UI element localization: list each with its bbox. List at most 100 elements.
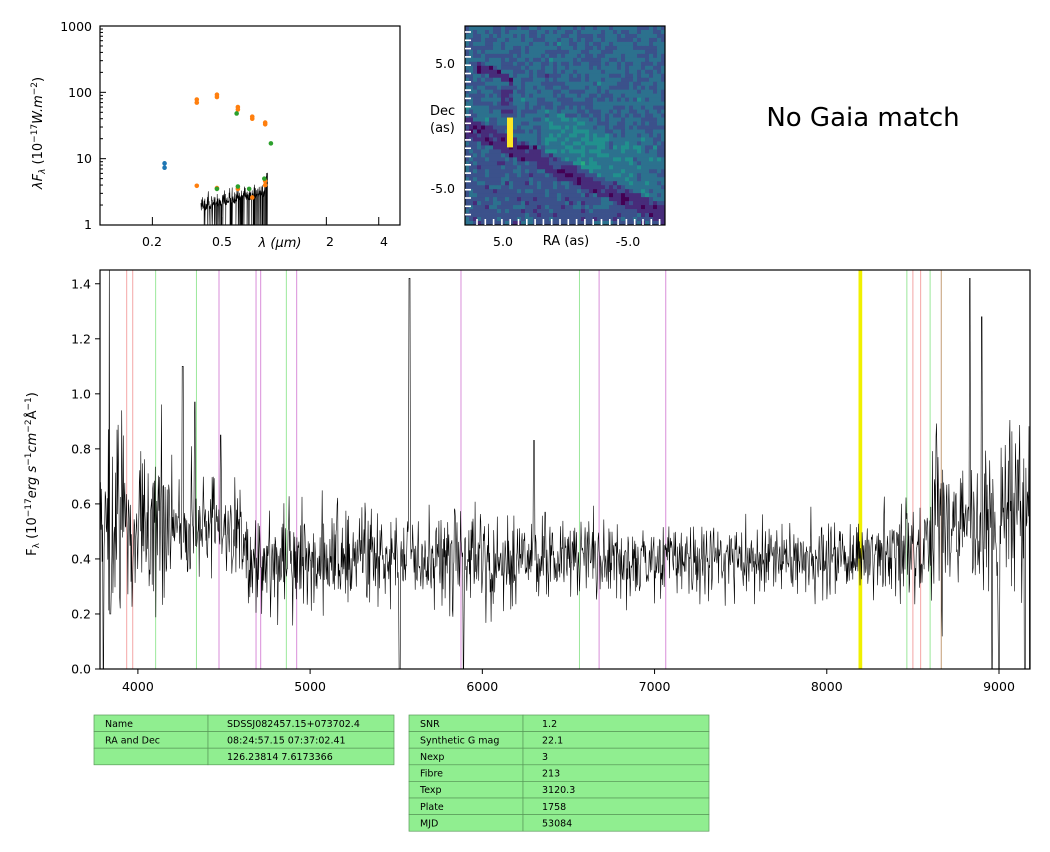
cutout-pixel bbox=[597, 189, 602, 194]
cutout-pixel bbox=[509, 113, 514, 118]
cutout-pixel bbox=[581, 173, 586, 178]
cutout-pixel bbox=[473, 37, 478, 43]
cutout-pixel bbox=[481, 125, 486, 130]
cutout-pixel bbox=[481, 109, 486, 114]
cutout-pixel bbox=[653, 113, 658, 118]
cutout-pixel bbox=[609, 41, 614, 47]
cutout-pixel bbox=[605, 177, 610, 182]
cutout-pixel bbox=[657, 73, 662, 79]
cutout-pixel bbox=[509, 97, 514, 103]
cutout-pixel bbox=[497, 153, 502, 158]
cutout-pixel bbox=[497, 141, 502, 146]
cutout-pixel bbox=[477, 93, 482, 99]
cutout-pixel bbox=[549, 109, 554, 114]
cutout-pixel bbox=[633, 137, 638, 142]
cutout-pixel bbox=[593, 137, 598, 142]
cutout-pixel bbox=[661, 213, 666, 218]
cutout-pixel bbox=[533, 145, 538, 150]
cutout-pixel bbox=[589, 221, 594, 226]
cutout-pixel bbox=[473, 57, 478, 63]
cutout-pixel bbox=[573, 193, 578, 198]
cutout-pixel bbox=[657, 69, 662, 75]
cutout-pixel bbox=[521, 57, 526, 63]
cutout-pixel bbox=[593, 45, 598, 51]
cutout-pixel bbox=[537, 37, 542, 43]
cutout-pixel bbox=[489, 137, 494, 142]
cutout-pixel bbox=[477, 65, 482, 71]
cutout-pixel bbox=[477, 85, 482, 91]
cutout-pixel bbox=[661, 157, 666, 162]
cutout-pixel bbox=[613, 161, 618, 166]
cutout-pixel bbox=[657, 89, 662, 95]
cutout-pixel bbox=[573, 205, 578, 210]
cutout-pixel bbox=[489, 93, 494, 99]
cutout-pixel bbox=[609, 37, 614, 43]
cutout-pixel bbox=[641, 169, 646, 174]
cutout-pixel bbox=[549, 193, 554, 198]
cutout-pixel bbox=[617, 221, 622, 226]
cutout-pixel bbox=[625, 169, 630, 174]
cutout-pixel bbox=[649, 57, 654, 63]
cutout-pixel bbox=[621, 65, 626, 71]
cutout-pixel bbox=[537, 109, 542, 114]
cutout-pixel bbox=[617, 49, 622, 55]
cutout-pixel bbox=[549, 181, 554, 186]
cutout-pixel bbox=[473, 65, 478, 71]
cutout-pixel bbox=[629, 109, 634, 114]
cutout-pixel bbox=[545, 49, 550, 55]
cutout-pixel bbox=[581, 153, 586, 158]
cutout-pixel bbox=[533, 77, 538, 83]
cutout-pixel bbox=[541, 157, 546, 162]
cutout-pixel bbox=[509, 93, 514, 99]
cutout-pixel bbox=[465, 85, 470, 91]
cutout-pixel bbox=[601, 185, 606, 190]
cutout-pixel bbox=[473, 197, 478, 202]
cutout-pixel bbox=[473, 153, 478, 158]
cutout-pixel bbox=[493, 205, 498, 210]
cutout-pixel bbox=[513, 157, 518, 162]
cutout-pixel bbox=[557, 209, 562, 214]
table-cell bbox=[207, 747, 395, 766]
cutout-pixel bbox=[477, 189, 482, 194]
cutout-pixel bbox=[469, 26, 474, 31]
cutout-pixel bbox=[553, 81, 558, 87]
cutout-pixel bbox=[597, 41, 602, 47]
cutout-pixel bbox=[525, 145, 530, 150]
cutout-pixel bbox=[557, 141, 562, 146]
cutout-pixel bbox=[645, 69, 650, 75]
cutout-pixel bbox=[525, 97, 530, 103]
cutout-pixel bbox=[629, 169, 634, 174]
cutout-pixel bbox=[501, 177, 506, 182]
cutout-pixel bbox=[621, 45, 626, 51]
cutout-pixel bbox=[577, 141, 582, 146]
emission-line-markers bbox=[126, 270, 942, 669]
cutout-pixel bbox=[605, 109, 610, 114]
cutout-pixel bbox=[589, 149, 594, 154]
cutout-pixel bbox=[613, 113, 618, 118]
cutout-pixel bbox=[633, 197, 638, 202]
cutout-pixel bbox=[585, 37, 590, 43]
cutout-pixel bbox=[493, 57, 498, 63]
cutout-pixel bbox=[533, 197, 538, 202]
cutout-pixel bbox=[565, 45, 570, 51]
cutout-pixel bbox=[661, 113, 666, 118]
cutout-pixel bbox=[569, 165, 574, 170]
cutout-pixel bbox=[561, 133, 566, 138]
cutout-pixel bbox=[489, 57, 494, 63]
cutout-pixel bbox=[493, 145, 498, 150]
cutout-pixel bbox=[661, 177, 666, 182]
cutout-pixel bbox=[521, 193, 526, 198]
cutout-pixel bbox=[497, 85, 502, 91]
cutout-pixel bbox=[493, 217, 498, 222]
cutout-pixel bbox=[493, 33, 498, 39]
cutout-pixel bbox=[613, 65, 618, 71]
cutout-pixel bbox=[581, 193, 586, 198]
cutout-pixel bbox=[581, 81, 586, 87]
cutout-pixel bbox=[521, 26, 526, 31]
cutout-pixel bbox=[609, 89, 614, 95]
cutout-pixel bbox=[621, 201, 626, 206]
cutout-pixel bbox=[581, 149, 586, 154]
cutout-pixel bbox=[561, 193, 566, 198]
cutout-pixel bbox=[565, 33, 570, 39]
cutout-pixel bbox=[513, 29, 518, 35]
